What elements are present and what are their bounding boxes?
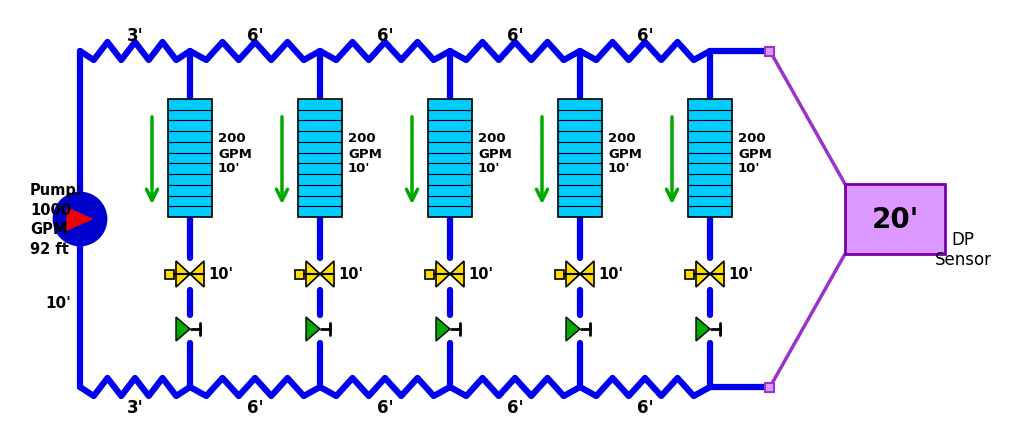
Polygon shape	[566, 261, 580, 287]
Bar	[555, 270, 564, 279]
Circle shape	[54, 194, 106, 246]
Bar	[425, 270, 434, 279]
Text: 6': 6'	[377, 398, 393, 416]
Text: 200
GPM
10': 200 GPM 10'	[738, 132, 772, 175]
Text: 6': 6'	[377, 27, 393, 45]
Text: 10': 10'	[208, 267, 233, 282]
Bar	[688, 100, 732, 218]
Bar	[558, 100, 602, 218]
Text: 3': 3'	[127, 27, 143, 45]
Bar	[428, 100, 472, 218]
Text: 10': 10'	[468, 267, 493, 282]
Polygon shape	[436, 317, 450, 341]
Bar	[298, 100, 342, 218]
Bar	[845, 184, 945, 255]
Text: 6': 6'	[506, 27, 524, 45]
Bar	[766, 47, 775, 56]
Text: 200
GPM
10': 200 GPM 10'	[478, 132, 511, 175]
Polygon shape	[190, 261, 204, 287]
Bar	[165, 270, 174, 279]
Polygon shape	[696, 317, 710, 341]
Polygon shape	[176, 261, 190, 287]
Bar	[685, 270, 694, 279]
Bar	[766, 383, 775, 392]
Text: 3': 3'	[127, 398, 143, 416]
Polygon shape	[710, 261, 724, 287]
Polygon shape	[450, 261, 464, 287]
Text: 20': 20'	[872, 206, 919, 233]
Polygon shape	[306, 317, 320, 341]
Text: 6': 6'	[637, 27, 653, 45]
Text: 10': 10'	[728, 267, 753, 282]
Polygon shape	[306, 261, 320, 287]
Text: 6': 6'	[637, 398, 653, 416]
Text: 200
GPM
10': 200 GPM 10'	[608, 132, 642, 175]
Text: 10': 10'	[45, 296, 71, 311]
Text: 10': 10'	[598, 267, 623, 282]
Polygon shape	[67, 209, 92, 230]
Bar	[168, 100, 212, 218]
Text: 10': 10'	[338, 267, 363, 282]
Polygon shape	[696, 261, 710, 287]
Polygon shape	[176, 317, 190, 341]
Text: 6': 6'	[247, 27, 263, 45]
Bar	[295, 270, 304, 279]
Text: Pump:
1000
GPM
92 ft: Pump: 1000 GPM 92 ft	[30, 182, 82, 257]
Polygon shape	[580, 261, 594, 287]
Text: 6': 6'	[506, 398, 524, 416]
Polygon shape	[566, 317, 580, 341]
Text: 200
GPM
10': 200 GPM 10'	[218, 132, 252, 175]
Text: 200
GPM
10': 200 GPM 10'	[348, 132, 382, 175]
Text: 6': 6'	[247, 398, 263, 416]
Polygon shape	[320, 261, 334, 287]
Polygon shape	[436, 261, 450, 287]
Text: DP
Sensor: DP Sensor	[934, 230, 992, 269]
